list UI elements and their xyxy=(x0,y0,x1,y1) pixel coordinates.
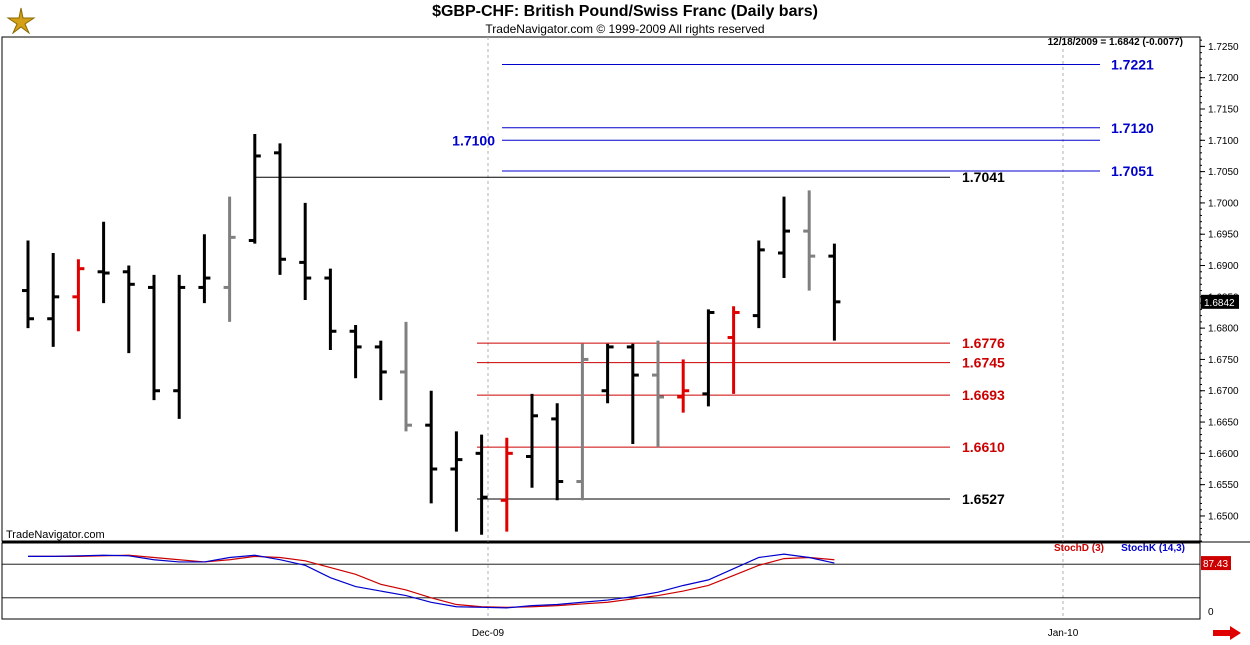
ohlc-bar xyxy=(475,434,488,535)
ohlc-bar xyxy=(551,403,564,501)
ohlc-bar xyxy=(752,240,765,329)
stoch-series-line xyxy=(28,553,835,609)
level-label: 1.6527 xyxy=(962,491,1005,507)
chart-title: $GBP-CHF: British Pound/Swiss Franc (Dai… xyxy=(432,3,818,20)
ohlc-bar xyxy=(677,359,690,413)
y-tick-label: 1.6950 xyxy=(1208,230,1239,241)
ohlc-bar xyxy=(299,202,312,300)
y-tick-label: 1.7150 xyxy=(1208,105,1239,116)
y-tick-label: 1.6650 xyxy=(1208,418,1239,429)
level-label: 1.7041 xyxy=(962,169,1005,185)
y-tick-label: 1.7050 xyxy=(1208,167,1239,178)
level-label: 1.6610 xyxy=(962,439,1005,455)
level-label: 1.6776 xyxy=(962,335,1005,351)
ohlc-bar xyxy=(702,309,715,407)
stoch-plot-border xyxy=(1,542,1201,620)
x-tick-label: Dec-09 xyxy=(472,628,505,639)
ohlc-bar xyxy=(72,259,85,332)
stoch-value-label: 87.43 xyxy=(1203,559,1228,570)
last-price-box xyxy=(1201,294,1239,309)
level-label: 1.7051 xyxy=(1111,163,1154,179)
price-plot-border xyxy=(1,36,1201,542)
ohlc-bar xyxy=(22,240,34,329)
ohlc-bar xyxy=(47,253,60,347)
level-label: 1.7120 xyxy=(1111,120,1154,136)
y-tick-label: 1.7250 xyxy=(1208,42,1239,53)
ohlc-bar xyxy=(223,196,236,322)
ohlc-bar xyxy=(148,274,160,401)
y-tick-label: 1.6900 xyxy=(1208,261,1239,272)
stoch-series-line xyxy=(28,554,835,608)
y-tick-label: 1.7000 xyxy=(1208,198,1239,209)
price-panel: Dec-09 Jan-10 1.7250 1.7200 1.7150 1.7100 1.70… xyxy=(1,36,1239,639)
last-quote: 12/18/2009 = 1.6842 (-0.0077) xyxy=(1047,37,1183,48)
ohlc-bar xyxy=(324,268,337,351)
ohlc-bar xyxy=(778,196,790,279)
trade-navigator-logo-icon xyxy=(6,6,36,35)
y-tick-label: 1.6600 xyxy=(1208,449,1239,460)
ohlc-bar xyxy=(626,343,639,444)
ohlc-bar xyxy=(173,274,186,419)
ohlc-bar xyxy=(803,190,816,291)
ohlc-bar xyxy=(374,340,387,401)
ohlc-bar xyxy=(828,243,841,341)
ohlc-bar xyxy=(400,321,412,432)
x-tick-label: Jan-10 xyxy=(1048,628,1079,639)
stochk-legend: StochK (14,3) xyxy=(1121,543,1185,554)
stochastic-panel: 87.43 0 xyxy=(1,541,1250,620)
stoch-zero-label: 0 xyxy=(1208,607,1214,618)
y-tick-label: 1.7200 xyxy=(1208,73,1239,84)
ohlc-bar xyxy=(576,343,589,501)
ohlc-bar xyxy=(450,431,463,532)
scroll-right-arrow-icon[interactable] xyxy=(1212,626,1242,640)
ohlc-bar xyxy=(601,343,614,404)
y-tick-label: 1.6750 xyxy=(1208,355,1239,366)
ohlc-bar xyxy=(274,143,286,275)
ohlc-bar xyxy=(727,306,740,394)
level-label: 1.7100 xyxy=(452,132,495,148)
level-label: 1.6745 xyxy=(962,355,1005,371)
y-tick-label: 1.7100 xyxy=(1208,136,1239,147)
copyright-line: TradeNavigator.com © 1999-2009 All right… xyxy=(485,22,765,36)
y-tick-label: 1.6550 xyxy=(1208,480,1239,491)
level-label: 1.6693 xyxy=(962,387,1005,403)
ohlc-bar xyxy=(97,221,110,304)
y-tick-label: 1.6800 xyxy=(1208,324,1239,335)
stoch-value-box xyxy=(1201,556,1231,571)
ohlc-bar xyxy=(652,340,664,448)
ohlc-bar xyxy=(248,134,261,244)
ohlc-bar xyxy=(349,325,362,379)
watermark-text: TradeNavigator.com xyxy=(6,529,105,541)
last-price-label: 1.6842 xyxy=(1204,298,1235,309)
y-tick-label: 1.6700 xyxy=(1208,386,1239,397)
ohlc-bar xyxy=(122,265,135,354)
ohlc-bar xyxy=(198,234,211,304)
stochd-legend: StochD (3) xyxy=(1054,543,1104,554)
ohlc-bar xyxy=(425,390,438,504)
y-tick-label: 1.6500 xyxy=(1208,511,1239,522)
ohlc-bar xyxy=(500,437,513,532)
ohlc-bar xyxy=(526,393,538,488)
level-label: 1.7221 xyxy=(1111,57,1154,73)
